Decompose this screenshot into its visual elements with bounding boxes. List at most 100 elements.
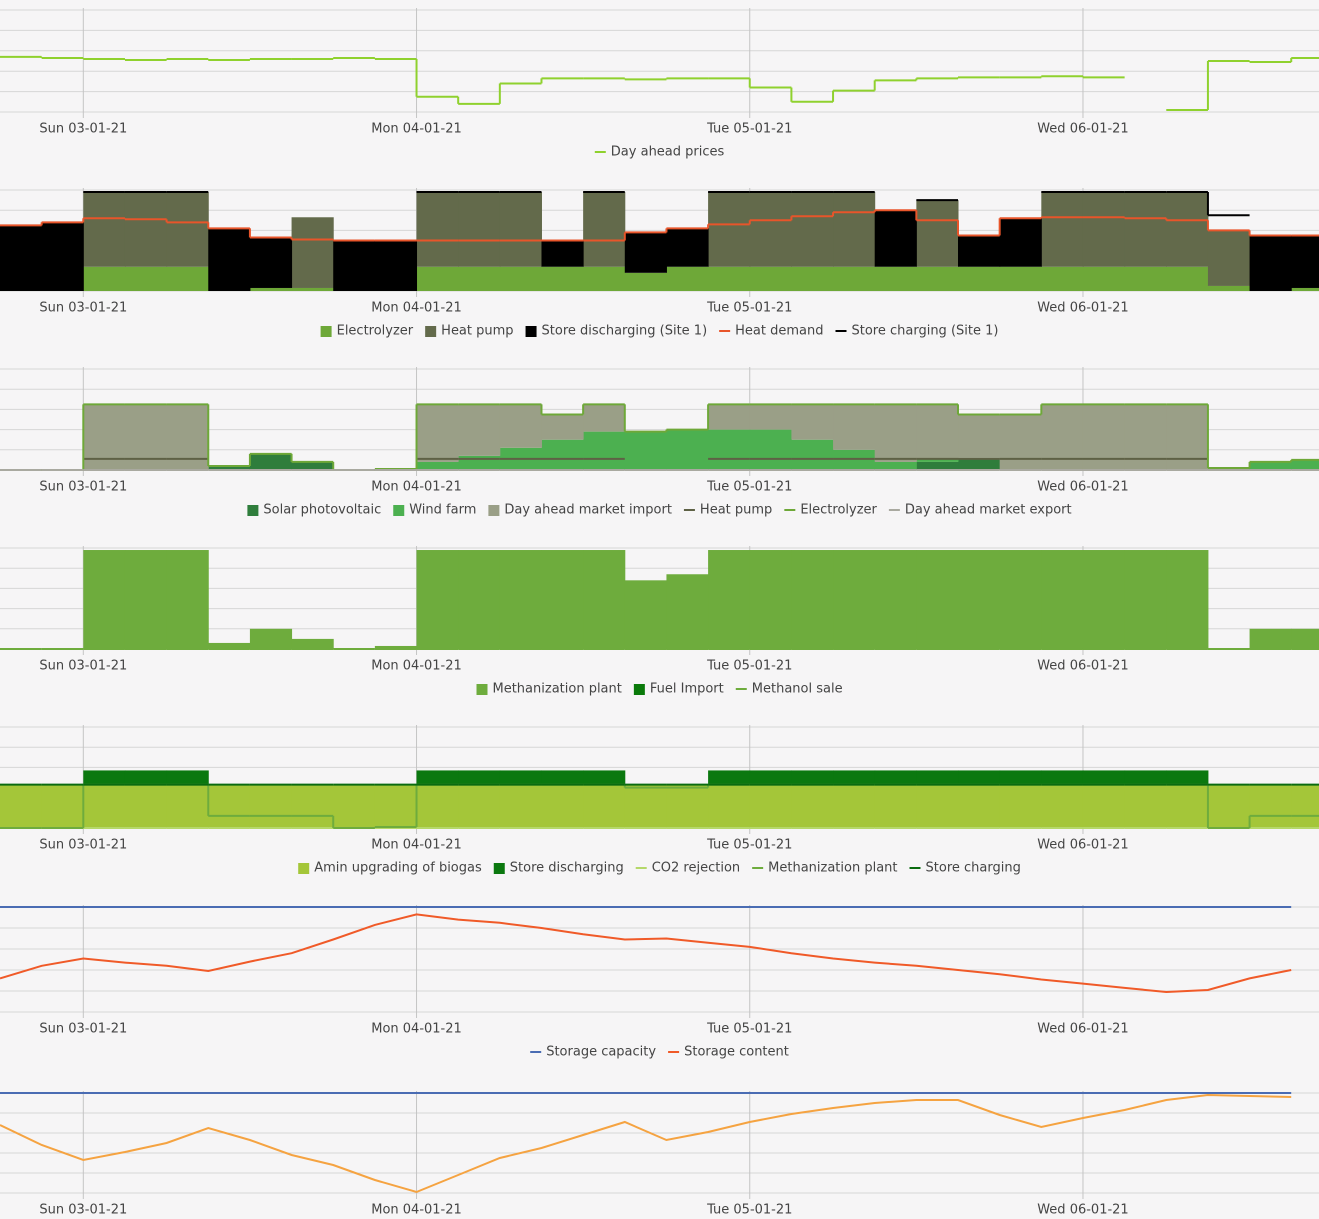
x-tick-label: Tue 05-01-21 [706, 480, 792, 495]
area-segment [208, 465, 251, 470]
area-segment [999, 770, 1042, 785]
x-tick-label: Sun 03-01-21 [39, 1203, 127, 1218]
area-segment [41, 222, 84, 291]
area-segment [624, 431, 667, 470]
area-segment [166, 770, 209, 785]
area-segment [499, 784, 542, 828]
area-segment [249, 237, 293, 288]
area-segment [499, 192, 542, 267]
area-segment [583, 770, 626, 785]
area-segment [958, 414, 1001, 458]
x-tick-label: Tue 05-01-21 [706, 1022, 792, 1037]
area-segment [666, 228, 709, 267]
x-tick-label: Wed 06-01-21 [1037, 301, 1128, 316]
area-segment [708, 192, 751, 267]
area-segment [291, 461, 334, 470]
area-segment [166, 266, 209, 291]
area-segment [999, 414, 1042, 470]
area-segment [708, 266, 751, 291]
area-segment [0, 784, 43, 828]
area-segment [166, 784, 209, 828]
area-segment [749, 192, 792, 267]
area-segment [499, 404, 542, 448]
area-segment [791, 266, 834, 291]
area-segment [1082, 784, 1126, 828]
area-segment [249, 628, 293, 649]
area-segment [291, 638, 334, 649]
x-tick-label: Sun 03-01-21 [39, 122, 127, 137]
area-segment [1166, 192, 1209, 267]
area-segment [791, 550, 834, 649]
area-segment [958, 457, 1001, 470]
area-segment [1249, 628, 1292, 649]
area-segment [41, 784, 84, 828]
x-tick-label: Sun 03-01-21 [39, 301, 127, 316]
area-segment [416, 404, 459, 462]
area-segment [874, 550, 917, 649]
area-segment [499, 770, 542, 785]
legend-label: Electrolyzer [337, 324, 414, 339]
legend-label: Storage content [684, 1045, 789, 1060]
legend: Storage capacity Storage content [530, 1045, 789, 1060]
panel: Sun 03-01-21 Mon 04-01-21 Tue 05-01-21 Wed … [0, 1091, 1319, 1218]
legend: Amin upgrading of biogas Store dischargin… [298, 861, 1021, 876]
area-segment [1124, 192, 1167, 267]
x-tick-label: Wed 06-01-21 [1037, 838, 1128, 853]
legend-swatch [247, 505, 259, 516]
area-segment [208, 642, 251, 649]
area-segment [1041, 192, 1084, 267]
x-tick-label: Mon 04-01-21 [371, 1022, 462, 1037]
area-segment [833, 192, 876, 267]
area-segment [1082, 266, 1126, 291]
area-segment [416, 550, 459, 649]
area-segment [333, 240, 376, 291]
area-segment [666, 266, 709, 291]
area-segment [1041, 770, 1084, 785]
area-segment [124, 784, 168, 828]
area-segment [624, 232, 667, 273]
legend-label: Storage capacity [546, 1045, 656, 1060]
area-segment [583, 550, 626, 649]
area-segment [916, 770, 959, 785]
area-segment [624, 580, 667, 649]
legend-label: Heat pump [441, 324, 513, 339]
area-segment [1041, 550, 1084, 649]
area-segment [416, 770, 459, 785]
area-segment [374, 240, 418, 291]
area-segment [999, 784, 1042, 828]
area-segment [124, 550, 168, 649]
area-segment [1166, 770, 1209, 785]
legend-label: Day ahead prices [611, 145, 725, 160]
area-segment [874, 210, 917, 267]
area-segment [958, 266, 1001, 291]
x-tick-label: Sun 03-01-21 [39, 1022, 127, 1037]
legend-swatch [633, 684, 645, 695]
area-segment [1249, 784, 1292, 828]
area-segment [1124, 770, 1167, 785]
area-segment [249, 784, 293, 828]
area-segment [583, 192, 626, 267]
x-tick-label: Mon 04-01-21 [371, 838, 462, 853]
area-segment [791, 784, 834, 828]
area-segment [374, 784, 418, 828]
area-segment [83, 266, 126, 291]
area-segment [1166, 550, 1209, 649]
area-segment [1207, 285, 1251, 291]
legend-label: Store discharging [510, 861, 624, 876]
area-segment [958, 784, 1001, 828]
x-tick-label: Tue 05-01-21 [706, 122, 792, 137]
area-segment [708, 550, 751, 649]
area-segment [458, 784, 501, 828]
legend-swatch [476, 684, 488, 695]
area-segment [916, 461, 959, 470]
area-segment [416, 266, 459, 291]
area-segment [1124, 266, 1167, 291]
legend-label: Methanization plant [493, 682, 622, 697]
area-segment [791, 192, 834, 267]
area-segment [958, 770, 1001, 785]
area-segment [916, 550, 959, 649]
legend-label: Methanization plant [768, 861, 897, 876]
legend-label: Day ahead market export [905, 503, 1072, 518]
area-segment [1082, 550, 1126, 649]
area-segment [666, 574, 709, 649]
